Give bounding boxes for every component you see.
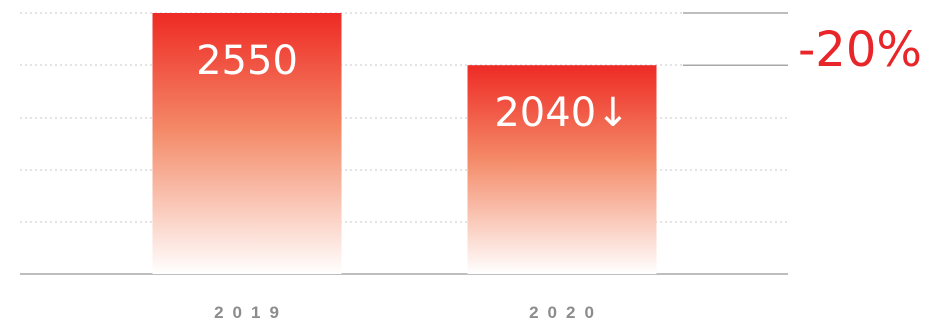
x-tick-label-2020: 2020 xyxy=(529,303,603,321)
data-label-2019: 2550 xyxy=(196,38,298,84)
bars xyxy=(152,13,657,274)
bar-2020 xyxy=(467,65,657,274)
x-tick-label-2019: 2019 xyxy=(214,303,288,321)
grid-lines xyxy=(20,12,788,223)
data-label-2020: 2040↓ xyxy=(494,90,629,136)
change-indicator: -20% xyxy=(683,12,922,78)
data-labels: 2550 2040↓ xyxy=(196,38,630,136)
percent-change-label: -20% xyxy=(798,22,922,78)
x-tick-labels: 2019 2020 xyxy=(214,303,603,321)
bar-2019 xyxy=(152,13,342,274)
